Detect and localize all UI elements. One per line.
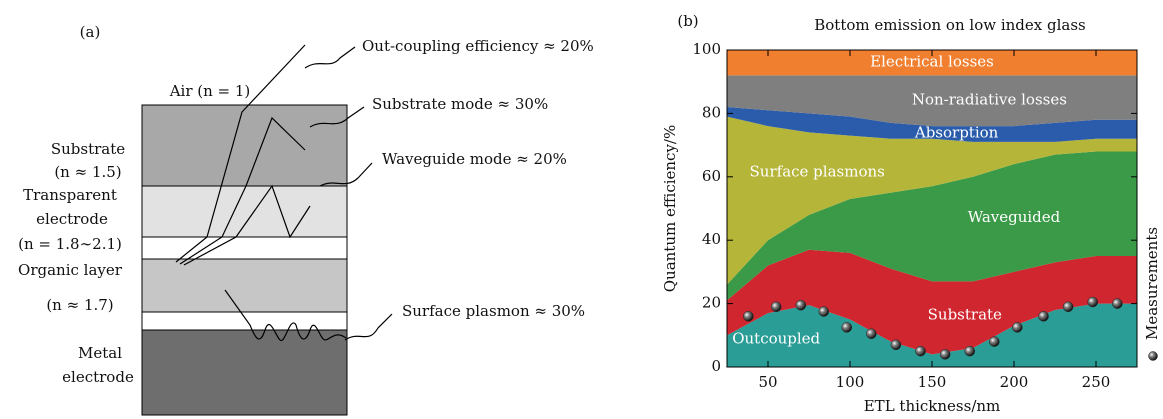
- y-tick-label: 100: [692, 40, 721, 58]
- y-tick-label: 60: [702, 167, 721, 185]
- y-tick-label: 20: [702, 294, 721, 312]
- mode-label: Surface plasmon ≈ 30%: [402, 302, 585, 320]
- measurement-point: [866, 329, 876, 339]
- y-tick-label: 0: [711, 357, 721, 375]
- x-axis-label: ETL thickness/nm: [864, 397, 1001, 415]
- chart-title: Bottom emission on low index glass: [814, 16, 1085, 34]
- organic-layer: [142, 259, 347, 312]
- measurement-point: [1012, 322, 1022, 332]
- measurement-point: [989, 337, 999, 347]
- layer-label: electrode: [36, 210, 108, 228]
- air-label: Air (n = 1): [169, 82, 251, 100]
- area-label: Substrate: [928, 305, 1002, 323]
- measurement-point: [891, 340, 901, 350]
- measurement-point: [916, 346, 926, 356]
- y-axis-label: Quantum efficiency/%: [661, 125, 679, 293]
- area-label: Surface plasmons: [750, 162, 885, 180]
- layer-label: Transparent: [23, 186, 117, 204]
- measurement-point: [1039, 311, 1049, 321]
- substrate-layer: [142, 105, 347, 186]
- area-label: Waveguided: [968, 208, 1061, 226]
- measurement-point: [842, 322, 852, 332]
- measurement-point: [965, 346, 975, 356]
- layer-label: Organic layer: [18, 261, 123, 279]
- x-tick-label: 150: [918, 373, 947, 391]
- panel-label: (a): [80, 23, 101, 41]
- x-tick-label: 200: [1000, 373, 1029, 391]
- curved-arrow: [305, 47, 355, 68]
- figure: (a) Air (n = 1) Substrate (n ≈ 1.5) Tran…: [0, 0, 1163, 419]
- measurement-point: [1063, 302, 1073, 312]
- measurement-point: [771, 302, 781, 312]
- area-label: Non-radiative losses: [912, 91, 1067, 109]
- y-tick-label: 80: [702, 103, 721, 121]
- y-tick-label: 40: [702, 230, 721, 248]
- electrode-layer: [142, 186, 347, 237]
- measurement-point: [1112, 299, 1122, 309]
- page: {"diagram": { "panel": "(a)", "air": "Ai…: [0, 0, 1163, 419]
- mode-label: Out-coupling efficiency ≈ 20%: [362, 37, 594, 55]
- x-tick-label: 250: [1082, 373, 1111, 391]
- measurement-point: [940, 349, 950, 359]
- layer-label: (n ≈ 1.5): [54, 163, 121, 181]
- layer-label: Metal: [78, 344, 122, 362]
- legend-label: Measurements: [1143, 227, 1161, 340]
- mode-label: Substrate mode ≈ 30%: [372, 95, 548, 113]
- x-tick-label: 100: [836, 373, 865, 391]
- panel-label: (b): [677, 12, 698, 30]
- measurement-point: [743, 311, 753, 321]
- panel-b: Outcoupled Substrate Waveguided Surface pla…: [661, 12, 1161, 415]
- measurement-point: [1088, 297, 1098, 307]
- measurement-point: [796, 300, 806, 310]
- x-tick-label: 50: [758, 373, 777, 391]
- layer-label: (n = 1.8∼2.1): [18, 235, 122, 253]
- panel-a: (a) Air (n = 1) Substrate (n ≈ 1.5) Tran…: [18, 23, 594, 415]
- gap-layer: [142, 237, 347, 259]
- mode-label: Waveguide mode ≈ 20%: [382, 150, 567, 168]
- area-label: Absorption: [914, 123, 999, 141]
- curved-arrow: [345, 314, 392, 340]
- area-label: Outcoupled: [732, 329, 820, 347]
- layer-label: electrode: [62, 368, 134, 386]
- metal-layer: [142, 330, 347, 415]
- measurement-point: [819, 307, 829, 317]
- layer-label: Substrate: [51, 140, 125, 158]
- layer-label: (n ≈ 1.7): [46, 296, 113, 314]
- legend-marker: [1149, 352, 1158, 361]
